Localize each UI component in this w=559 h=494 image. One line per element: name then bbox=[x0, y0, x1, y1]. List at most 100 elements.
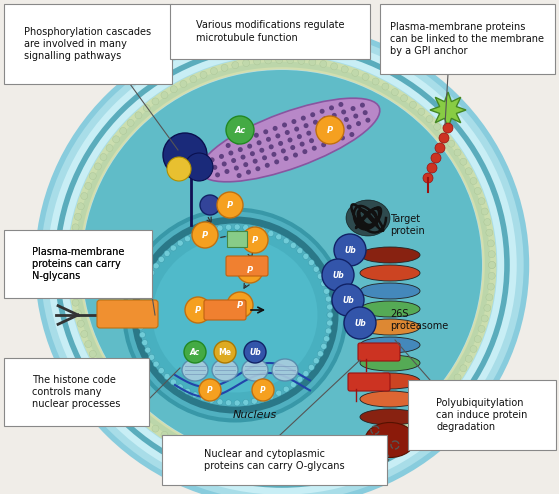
Circle shape bbox=[89, 172, 96, 179]
Circle shape bbox=[152, 425, 159, 432]
Circle shape bbox=[254, 133, 259, 138]
Circle shape bbox=[240, 155, 245, 160]
Circle shape bbox=[342, 66, 348, 73]
Circle shape bbox=[89, 350, 96, 358]
Circle shape bbox=[328, 131, 333, 136]
Circle shape bbox=[276, 466, 283, 473]
Circle shape bbox=[226, 116, 254, 144]
Circle shape bbox=[443, 123, 453, 133]
Circle shape bbox=[268, 231, 274, 237]
Circle shape bbox=[382, 83, 389, 90]
FancyBboxPatch shape bbox=[204, 300, 246, 320]
Text: Ub: Ub bbox=[332, 271, 344, 280]
Circle shape bbox=[77, 203, 84, 210]
Ellipse shape bbox=[272, 359, 298, 381]
Ellipse shape bbox=[153, 238, 318, 393]
Circle shape bbox=[234, 400, 240, 406]
Text: Ub: Ub bbox=[342, 295, 354, 304]
Circle shape bbox=[234, 224, 240, 230]
Circle shape bbox=[238, 147, 243, 152]
Circle shape bbox=[303, 253, 309, 259]
Circle shape bbox=[180, 81, 187, 87]
Circle shape bbox=[200, 395, 206, 401]
FancyBboxPatch shape bbox=[162, 435, 387, 485]
Circle shape bbox=[316, 116, 344, 144]
Circle shape bbox=[363, 110, 368, 115]
Circle shape bbox=[366, 118, 371, 123]
Circle shape bbox=[163, 133, 207, 177]
Circle shape bbox=[326, 320, 333, 326]
Text: Plasma-membrane
proteins can carry
N-glycans: Plasma-membrane proteins can carry N-gly… bbox=[32, 247, 124, 282]
Text: P: P bbox=[195, 305, 201, 315]
Circle shape bbox=[137, 308, 143, 314]
Circle shape bbox=[164, 250, 170, 256]
Circle shape bbox=[276, 133, 281, 138]
Circle shape bbox=[262, 155, 267, 160]
Circle shape bbox=[69, 278, 76, 285]
Circle shape bbox=[135, 411, 142, 418]
Circle shape bbox=[318, 273, 323, 279]
FancyBboxPatch shape bbox=[4, 4, 172, 84]
Circle shape bbox=[434, 400, 440, 407]
Circle shape bbox=[209, 227, 215, 233]
Circle shape bbox=[235, 140, 240, 145]
Circle shape bbox=[362, 450, 369, 456]
Circle shape bbox=[227, 292, 253, 318]
Circle shape bbox=[74, 213, 82, 220]
Circle shape bbox=[306, 130, 311, 136]
Circle shape bbox=[391, 88, 399, 96]
Circle shape bbox=[282, 123, 287, 127]
Circle shape bbox=[329, 105, 334, 110]
Text: The histone code
controls many
nuclear processes: The histone code controls many nuclear p… bbox=[32, 374, 121, 410]
Text: P: P bbox=[202, 231, 208, 240]
FancyBboxPatch shape bbox=[170, 4, 370, 59]
Circle shape bbox=[362, 74, 369, 81]
Circle shape bbox=[454, 149, 461, 156]
Circle shape bbox=[431, 153, 441, 163]
Ellipse shape bbox=[360, 319, 420, 335]
Text: P: P bbox=[327, 125, 333, 134]
Circle shape bbox=[192, 392, 198, 398]
Circle shape bbox=[448, 383, 454, 390]
Circle shape bbox=[190, 76, 197, 82]
Circle shape bbox=[185, 297, 211, 323]
Circle shape bbox=[303, 370, 309, 376]
Circle shape bbox=[316, 127, 321, 132]
Circle shape bbox=[272, 152, 277, 157]
Circle shape bbox=[74, 310, 82, 317]
Ellipse shape bbox=[200, 98, 380, 182]
Ellipse shape bbox=[365, 422, 415, 457]
Circle shape bbox=[243, 400, 249, 406]
Circle shape bbox=[478, 326, 485, 332]
Circle shape bbox=[283, 238, 289, 244]
Circle shape bbox=[481, 208, 488, 215]
FancyBboxPatch shape bbox=[4, 230, 152, 298]
Circle shape bbox=[226, 143, 231, 148]
Circle shape bbox=[323, 116, 328, 122]
Circle shape bbox=[72, 224, 79, 231]
Text: Plasma-membrane
proteins can carry
N-glycans: Plasma-membrane proteins can carry N-gly… bbox=[32, 247, 124, 282]
Text: Target
protein: Target protein bbox=[390, 214, 425, 236]
Circle shape bbox=[276, 390, 282, 396]
Circle shape bbox=[423, 173, 433, 183]
Circle shape bbox=[331, 113, 337, 118]
Text: P: P bbox=[247, 265, 253, 275]
Circle shape bbox=[321, 142, 326, 147]
Circle shape bbox=[287, 57, 294, 64]
Ellipse shape bbox=[360, 337, 420, 353]
Circle shape bbox=[294, 126, 299, 131]
Circle shape bbox=[142, 285, 148, 290]
Circle shape bbox=[470, 177, 477, 184]
Circle shape bbox=[225, 169, 229, 174]
Circle shape bbox=[475, 335, 481, 342]
Circle shape bbox=[304, 123, 309, 128]
Circle shape bbox=[484, 304, 491, 312]
FancyBboxPatch shape bbox=[358, 343, 400, 361]
Circle shape bbox=[170, 245, 177, 251]
Circle shape bbox=[145, 277, 151, 283]
Circle shape bbox=[426, 116, 433, 123]
Circle shape bbox=[112, 387, 120, 394]
Circle shape bbox=[360, 103, 365, 108]
Circle shape bbox=[321, 281, 327, 287]
Circle shape bbox=[266, 137, 271, 142]
